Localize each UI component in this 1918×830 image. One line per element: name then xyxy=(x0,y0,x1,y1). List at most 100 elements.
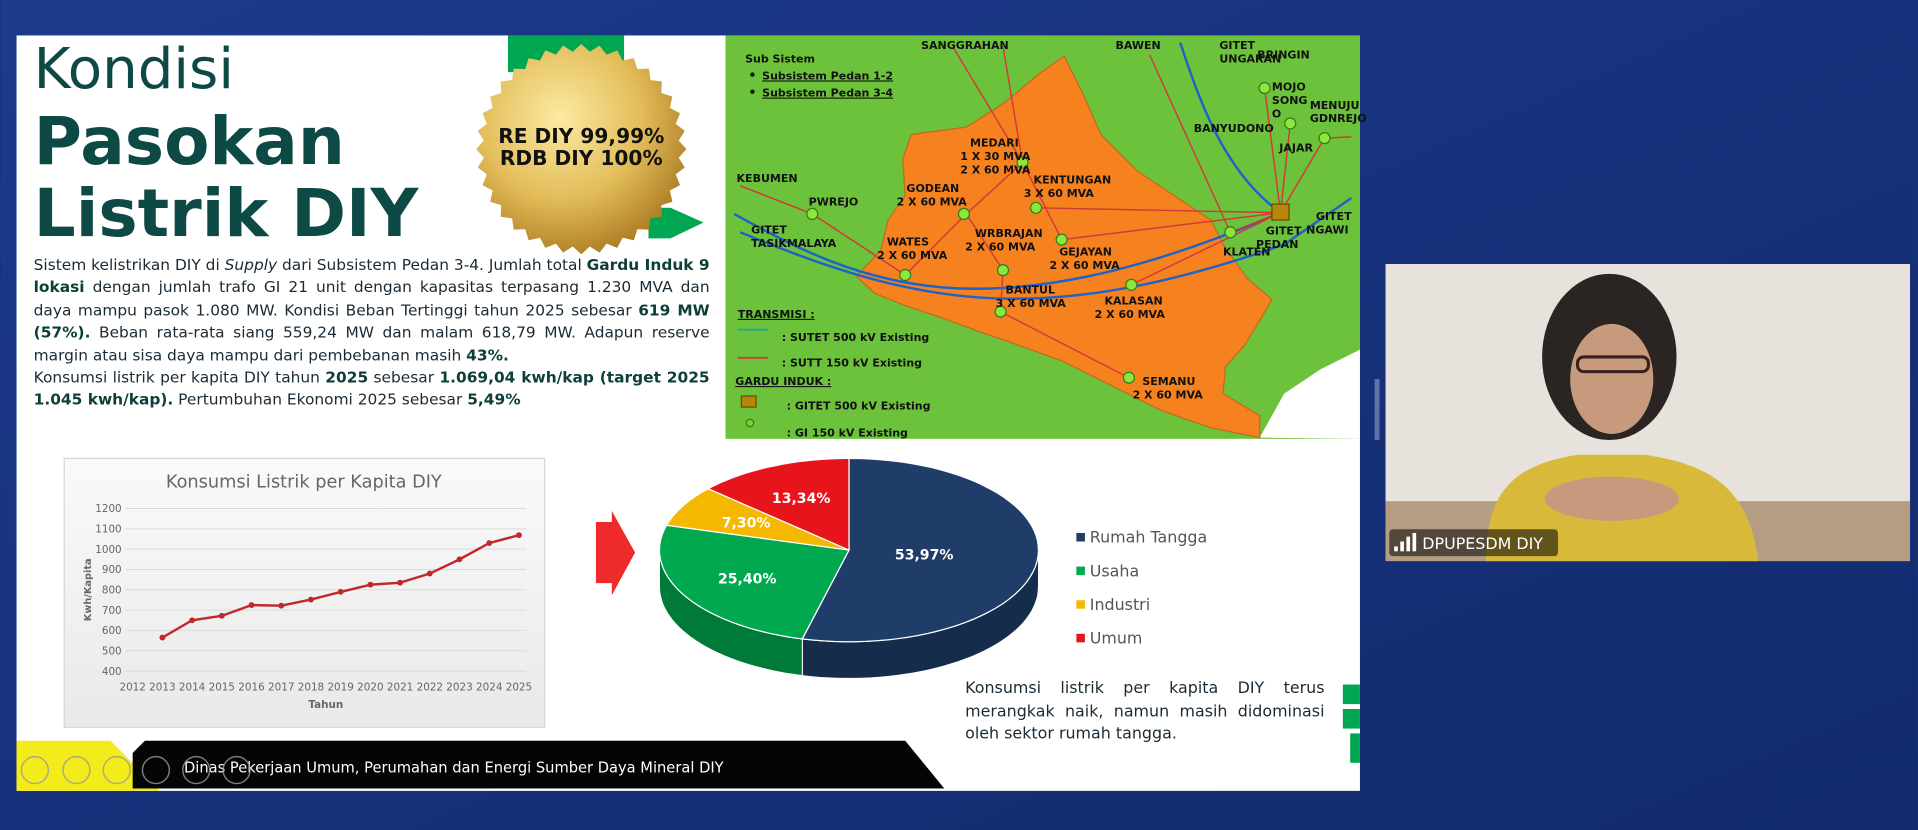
y-axis-label: Kwh/Kapita xyxy=(83,558,94,621)
footer-corner xyxy=(16,740,160,791)
substation-node xyxy=(1122,371,1136,384)
x-tick-label: 2021 xyxy=(387,682,413,694)
place-label: GODEAN 2 X 60 MVA xyxy=(897,182,968,208)
place-line: BANYUDONO xyxy=(1194,122,1274,135)
place-line: GODEAN xyxy=(906,182,959,195)
y-tick-label: 800 xyxy=(102,584,122,596)
video-tile: DPUPESDM DIY xyxy=(1385,264,1911,562)
map-legend-item: Subsistem Pedan 1-2 xyxy=(762,69,893,82)
x-tick-label: 2024 xyxy=(476,682,503,694)
paragraph: Sistem kelistrikan DIY di Supply dari Su… xyxy=(34,254,710,366)
place-line: KEBUMEN xyxy=(737,172,798,185)
place-line: PEDAN xyxy=(1256,238,1298,251)
text-run: dari Subsistem Pedan 3-4. Jumlah total xyxy=(277,255,587,274)
text-run: 619 MW (57%). xyxy=(33,300,710,342)
legend-swatch xyxy=(1076,600,1085,609)
text-run: Beban rata-rata siang 559,24 MW dan mala… xyxy=(33,322,710,364)
value-label: 7,30% xyxy=(722,516,771,532)
legend-label: Usaha xyxy=(1090,561,1139,580)
text-run: Konsumsi listrik per kapita DIY tahun xyxy=(33,367,326,387)
pie-slice xyxy=(665,488,850,551)
bullet xyxy=(750,72,755,77)
data-point xyxy=(308,596,314,603)
chart-frame xyxy=(63,457,546,728)
substation-node xyxy=(1258,81,1271,95)
text-run: Pertumbuhan Ekonomi 2025 sebesar xyxy=(173,390,468,409)
place-line: TASIKMALAYA xyxy=(751,237,837,250)
pie-chart: 53,97% Rumah Tangga 25,40% Usaha 7,30% Indust… xyxy=(658,457,1207,679)
control-grid[interactable] xyxy=(141,755,171,785)
x-axis-label: Tahun xyxy=(308,699,343,711)
bullet xyxy=(750,89,755,94)
place-label: BRINGIN xyxy=(1257,49,1309,62)
paragraph: Konsumsi listrik per kapita DIY tahun 20… xyxy=(34,367,710,412)
place-line: NGAWI xyxy=(1306,223,1348,236)
place-line: BANTUL xyxy=(1005,283,1055,296)
map-legend-item: : GI 150 kV Existing xyxy=(787,426,908,439)
place-label: JAJAR xyxy=(1278,142,1313,155)
decor-block xyxy=(1342,708,1360,729)
map-legend-title: GARDU INDUK : xyxy=(735,375,831,388)
pie-slice xyxy=(658,524,850,640)
substation-node xyxy=(806,207,819,221)
place-label: BANYUDONO xyxy=(1194,122,1274,135)
legend-line xyxy=(737,328,769,331)
decor-arrow xyxy=(648,207,704,239)
place-label: GITET TASIKMALAYA xyxy=(751,223,837,249)
data-point xyxy=(337,588,344,595)
x-tick-label: 2017 xyxy=(268,682,294,694)
place-line: GITET xyxy=(1316,210,1352,223)
y-tick-label: 1000 xyxy=(95,544,121,556)
substation-node xyxy=(1224,226,1237,239)
decor-block xyxy=(1342,684,1360,705)
place-label: GITET PEDAN xyxy=(1256,225,1302,251)
map-sea xyxy=(1259,349,1360,439)
badge-text: RE DIY 99,99% xyxy=(498,124,664,148)
place-line: 2 X 60 MVA xyxy=(1133,388,1204,401)
control-next[interactable] xyxy=(62,755,91,785)
place-line: 2 X 60 MVA xyxy=(960,164,1031,177)
x-tick-label: 2019 xyxy=(327,682,353,694)
place-label: GITET UNGARAN xyxy=(1219,39,1281,65)
place-line: KLATEN xyxy=(1223,245,1270,258)
place-line: JAJAR xyxy=(1278,142,1313,155)
chart-title: Konsumsi Listrik per Kapita DIY xyxy=(166,473,442,493)
place-line: 3 X 60 MVA xyxy=(1024,187,1095,200)
caption: Konsumsi listrik per kapita DIY terus me… xyxy=(965,679,1325,744)
slide-title: Listrik DIY xyxy=(34,175,420,252)
decor-arrow xyxy=(595,510,636,596)
place-line: 2 X 60 MVA xyxy=(1095,308,1166,321)
control-zoom[interactable] xyxy=(182,755,211,785)
map: Sub Sistem Subsistem Pedan 1-2 Subsistem… xyxy=(725,35,1367,439)
legend-label: Industri xyxy=(1090,595,1150,614)
legend-label: Umum xyxy=(1090,629,1143,648)
x-tick-label: 2016 xyxy=(238,682,264,694)
map-legend-item: : SUTET 500 kV Existing xyxy=(782,331,930,344)
pie-slice xyxy=(706,457,850,552)
substation-node xyxy=(994,305,1007,318)
place-label: WRBRAJAN 2 X 60 MVA xyxy=(965,227,1043,253)
pie-slice xyxy=(801,457,1040,643)
place-line: GITET xyxy=(1219,39,1255,52)
control-prev[interactable] xyxy=(20,755,50,785)
caption-text: Konsumsi listrik per kapita DIY terus me… xyxy=(965,679,1325,744)
legend-line xyxy=(737,356,769,359)
data-point xyxy=(456,556,463,563)
substation-node xyxy=(957,207,971,221)
substation-node xyxy=(1029,201,1043,214)
signal-icon xyxy=(1412,532,1417,552)
participant-name: DPUPESDM DIY xyxy=(1422,534,1543,553)
place-line: 2 X 60 MVA xyxy=(965,241,1036,254)
y-tick-label: 500 xyxy=(102,645,122,657)
control-pen[interactable] xyxy=(102,755,131,785)
data-point xyxy=(159,634,166,641)
legend-square xyxy=(740,395,757,408)
data-point xyxy=(426,570,433,577)
place-label: GITET NGAWI xyxy=(1306,210,1352,236)
data-point xyxy=(486,540,493,546)
x-tick-label: 2025 xyxy=(506,682,532,694)
x-tick-label: 2014 xyxy=(179,682,206,694)
place-line: SEMANU xyxy=(1142,375,1195,388)
control-more[interactable] xyxy=(222,755,251,785)
slide-title: Pasokan xyxy=(34,103,345,180)
